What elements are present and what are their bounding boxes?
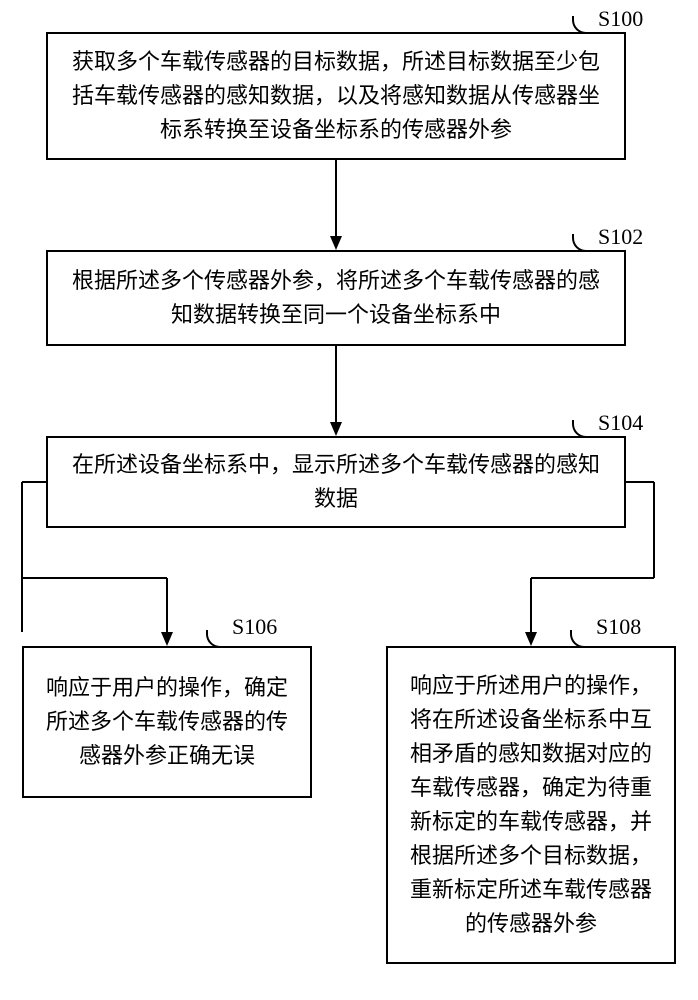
step-text-s108: 响应于所述用户的操作，将在所述设备坐标系中互相矛盾的感知数据对应的车载传感器，确… (406, 669, 656, 942)
step-label-s100: S100 (598, 6, 643, 32)
step-label-s108: S108 (596, 614, 641, 640)
step-text-s100: 获取多个车载传感器的目标数据，所述目标数据至少包括车载传感器的感知数据，以及将感… (66, 45, 606, 147)
step-label-s106: S106 (232, 614, 277, 640)
arrow-s102-s104 (329, 346, 343, 436)
step-text-s102: 根据所述多个传感器外参，将所述多个车载传感器的感知数据转换至同一个设备坐标系中 (66, 264, 606, 332)
step-label-s102: S102 (598, 224, 643, 250)
step-box-s106: 响应于用户的操作，确定所述多个车载传感器的传感器外参正确无误 (22, 646, 312, 798)
arrow-s100-s102 (329, 160, 343, 250)
step-label-s104: S104 (598, 410, 643, 436)
step-box-s102: 根据所述多个传感器外参，将所述多个车载传感器的感知数据转换至同一个设备坐标系中 (46, 250, 626, 346)
step-text-s106: 响应于用户的操作，确定所述多个车载传感器的传感器外参正确无误 (42, 671, 292, 773)
step-box-s108: 响应于所述用户的操作，将在所述设备坐标系中互相矛盾的感知数据对应的车载传感器，确… (386, 646, 676, 964)
step-box-s100: 获取多个车载传感器的目标数据，所述目标数据至少包括车载传感器的感知数据，以及将感… (46, 32, 626, 160)
arrow-s104-s106 (15, 478, 175, 646)
